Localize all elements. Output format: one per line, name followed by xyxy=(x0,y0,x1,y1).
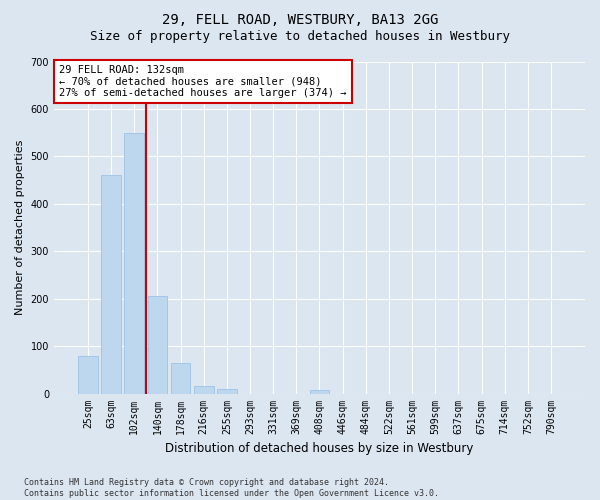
Bar xyxy=(310,390,329,394)
Bar xyxy=(170,362,190,394)
Bar xyxy=(101,176,121,394)
Bar xyxy=(148,296,167,394)
Bar xyxy=(124,132,144,394)
Y-axis label: Number of detached properties: Number of detached properties xyxy=(15,140,25,315)
Bar xyxy=(194,386,214,394)
Text: Size of property relative to detached houses in Westbury: Size of property relative to detached ho… xyxy=(90,30,510,43)
Bar xyxy=(217,389,236,394)
X-axis label: Distribution of detached houses by size in Westbury: Distribution of detached houses by size … xyxy=(165,442,473,455)
Text: 29, FELL ROAD, WESTBURY, BA13 2GG: 29, FELL ROAD, WESTBURY, BA13 2GG xyxy=(162,12,438,26)
Text: Contains HM Land Registry data © Crown copyright and database right 2024.
Contai: Contains HM Land Registry data © Crown c… xyxy=(24,478,439,498)
Bar xyxy=(78,356,98,394)
Text: 29 FELL ROAD: 132sqm
← 70% of detached houses are smaller (948)
27% of semi-deta: 29 FELL ROAD: 132sqm ← 70% of detached h… xyxy=(59,65,347,98)
